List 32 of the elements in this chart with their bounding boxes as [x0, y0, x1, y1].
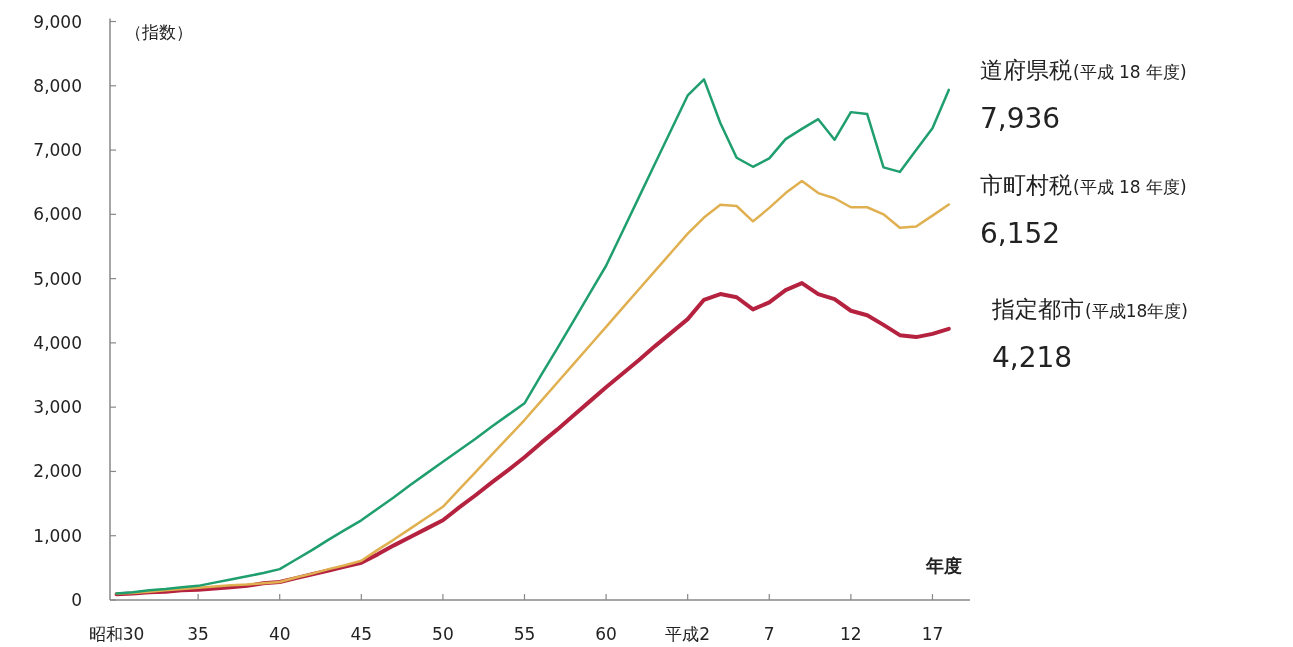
x-tick-label: 60: [595, 624, 617, 644]
y-tick-label: 8,000: [33, 75, 82, 96]
y-tick-label: 5,000: [33, 268, 82, 289]
y-tick-label: 9,000: [33, 11, 82, 32]
x-tick-label: 50: [432, 624, 454, 644]
y-tick-label: 0: [71, 590, 82, 610]
x-axis-title: 年度: [925, 555, 962, 576]
x-tick-label: 7: [763, 624, 775, 644]
x-tick-label: 12: [840, 624, 862, 644]
x-tick-label: 平成2: [665, 624, 711, 644]
y-tick-label: 3,000: [33, 397, 82, 418]
y-tick-label: 1,000: [33, 525, 82, 546]
data-label: 6,152: [980, 216, 1061, 250]
x-tick-label: 45: [350, 624, 373, 644]
data-label: 7,936: [980, 101, 1061, 135]
y-tick-label: 4,000: [33, 332, 82, 353]
text: (平成 18 年度): [1073, 61, 1187, 82]
data-label: 4,218: [992, 340, 1073, 374]
y-tick-label: 2,000: [33, 461, 82, 482]
series-label: 道府県税: [980, 56, 1072, 83]
x-tick-label: 55: [513, 624, 536, 644]
y-tick-label: 7,000: [33, 140, 82, 161]
x-tick-label: 40: [268, 624, 291, 644]
series-label: 指定都市: [991, 295, 1084, 322]
text: (平成18年度): [1085, 300, 1188, 321]
x-tick-label: 35: [187, 624, 209, 644]
series-label: 市町村税: [980, 171, 1072, 198]
y-axis-title: （指数）: [125, 22, 193, 42]
text: (平成 18 年度): [1073, 176, 1187, 197]
x-tick-label: 昭和30: [88, 624, 145, 644]
y-tick-label: 6,000: [33, 204, 82, 225]
x-tick-label: 17: [921, 624, 944, 644]
